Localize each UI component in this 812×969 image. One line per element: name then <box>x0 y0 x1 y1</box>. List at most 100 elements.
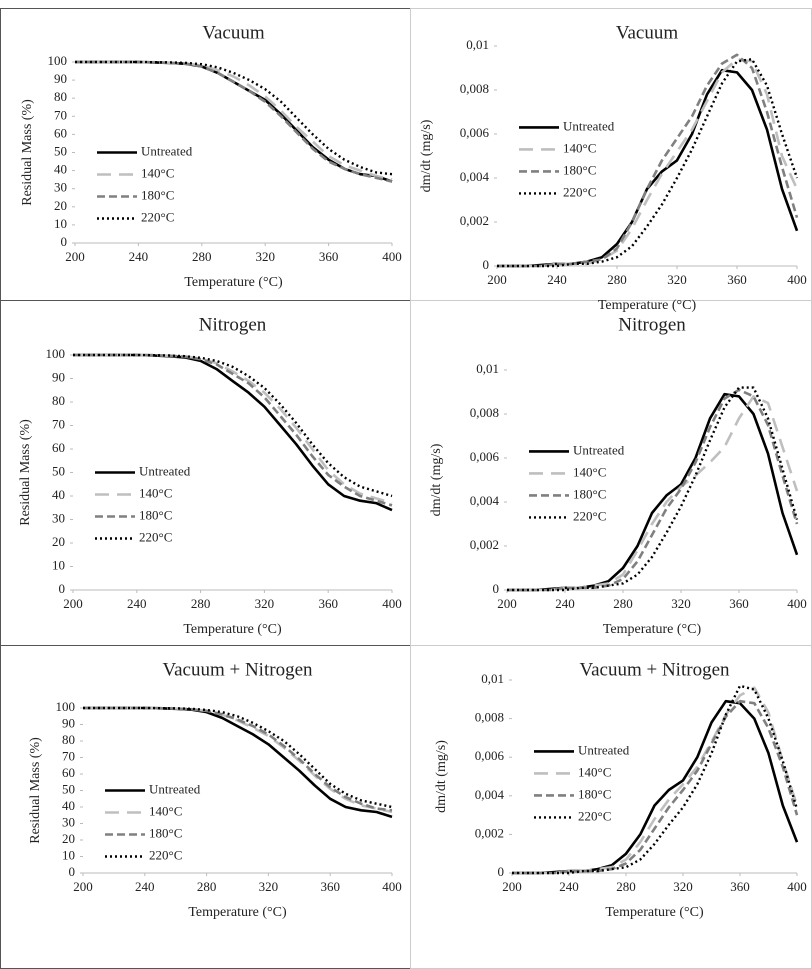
y-tick-label: 100 <box>48 53 68 68</box>
y-tick-label: 0,01 <box>476 361 499 376</box>
x-tick-label: 200 <box>63 596 83 611</box>
series-line <box>83 706 393 809</box>
x-tick-label: 400 <box>787 879 807 894</box>
series-line <box>75 60 393 181</box>
x-tick-label: 360 <box>320 879 340 894</box>
series-line <box>507 386 799 592</box>
legend-label: 180°C <box>141 187 174 202</box>
y-tick-label: 40 <box>54 162 67 177</box>
y-tick-label: 0,008 <box>470 405 499 420</box>
y-tick-label: 30 <box>54 180 67 195</box>
legend-label: 180°C <box>139 507 172 522</box>
y-tick-label: 0,008 <box>460 81 489 96</box>
series-line <box>73 353 393 507</box>
y-tick-label: 50 <box>54 143 67 158</box>
y-tick-label: 0,01 <box>466 37 489 52</box>
x-tick-label: 240 <box>127 596 147 611</box>
legend-label: 220°C <box>578 808 611 823</box>
series-line <box>83 706 393 812</box>
y-tick-label: 30 <box>52 510 65 525</box>
x-tick-label: 400 <box>787 272 807 287</box>
x-tick-label: 360 <box>729 596 749 611</box>
y-tick-label: 80 <box>54 89 67 104</box>
x-tick-label: 280 <box>192 249 212 264</box>
x-tick-label: 240 <box>555 596 575 611</box>
x-axis-title: Temperature (°C) <box>603 622 702 637</box>
chart-title: Nitrogen <box>199 314 267 335</box>
y-tick-label: 0,006 <box>460 125 490 140</box>
x-tick-label: 320 <box>671 596 691 611</box>
x-axis-title: Temperature (°C) <box>184 275 283 290</box>
legend-label: 140°C <box>578 764 611 779</box>
y-tick-label: 60 <box>52 440 65 455</box>
y-tick-label: 100 <box>46 346 66 361</box>
x-tick-label: 280 <box>607 272 627 287</box>
y-tick-label: 90 <box>62 715 75 730</box>
chart-title: Nitrogen <box>618 314 686 335</box>
legend-label: 140°C <box>563 140 596 155</box>
legend-label: Untreated <box>563 118 615 133</box>
x-tick-label: 360 <box>727 272 747 287</box>
y-tick-label: 0 <box>59 581 66 596</box>
series-line <box>512 699 799 875</box>
y-tick-label: 70 <box>52 416 65 431</box>
x-tick-label: 280 <box>191 596 211 611</box>
legend-label: 180°C <box>578 786 611 801</box>
y-axis-title: dm/dt (mg/s) <box>419 119 434 192</box>
legend-label: 140°C <box>149 803 182 818</box>
x-tick-label: 360 <box>318 596 338 611</box>
series-line <box>507 392 799 592</box>
y-tick-label: 10 <box>62 847 75 862</box>
x-tick-label: 240 <box>135 879 155 894</box>
y-tick-label: 0,01 <box>481 671 504 686</box>
series-line <box>73 353 393 505</box>
y-tick-label: 100 <box>56 699 76 714</box>
panel-border <box>410 8 812 301</box>
y-axis-title: Residual Mass (%) <box>20 99 35 206</box>
chart-title: Vacuum <box>616 22 678 43</box>
y-tick-label: 0 <box>69 864 76 879</box>
x-axis-title: Temperature (°C) <box>188 905 287 920</box>
series-line <box>497 68 799 268</box>
y-tick-label: 10 <box>52 557 65 572</box>
y-tick-label: 70 <box>54 107 67 122</box>
y-axis-title: dm/dt (mg/s) <box>429 443 444 516</box>
series-line <box>512 699 799 875</box>
series-line <box>497 53 799 268</box>
y-tick-label: 40 <box>52 487 65 502</box>
series-line <box>73 353 393 512</box>
legend-label: Untreated <box>573 442 625 457</box>
y-tick-label: 0 <box>483 257 490 272</box>
legend-label: 220°C <box>573 508 606 523</box>
y-axis-title: Residual Mass (%) <box>18 419 33 526</box>
series-line <box>512 684 799 875</box>
legend-label: Untreated <box>139 463 191 478</box>
x-tick-label: 200 <box>502 879 522 894</box>
series-line <box>73 353 393 498</box>
y-tick-label: 0,004 <box>475 787 505 802</box>
x-tick-label: 320 <box>667 272 687 287</box>
y-tick-label: 20 <box>54 198 67 213</box>
x-tick-label: 400 <box>787 596 807 611</box>
y-tick-label: 90 <box>52 369 65 384</box>
y-tick-label: 60 <box>54 125 67 140</box>
y-tick-label: 20 <box>62 831 75 846</box>
y-tick-label: 0,004 <box>470 493 500 508</box>
series-line <box>75 60 393 183</box>
chart-title: Vacuum + Nitrogen <box>579 659 730 680</box>
y-axis-title: Residual Mass (%) <box>28 737 43 844</box>
legend-label: 220°C <box>149 847 182 862</box>
x-tick-label: 400 <box>382 879 402 894</box>
x-tick-label: 200 <box>65 249 85 264</box>
x-tick-label: 320 <box>673 879 693 894</box>
y-tick-label: 50 <box>62 781 75 796</box>
y-tick-label: 0 <box>61 234 68 249</box>
x-tick-label: 320 <box>255 596 275 611</box>
legend-label: Untreated <box>578 742 630 757</box>
y-tick-label: 0 <box>493 581 500 596</box>
y-tick-label: 20 <box>52 534 65 549</box>
y-tick-label: 10 <box>54 216 67 231</box>
y-tick-label: 70 <box>62 748 75 763</box>
legend-label: 220°C <box>139 529 172 544</box>
series-line <box>75 60 393 183</box>
